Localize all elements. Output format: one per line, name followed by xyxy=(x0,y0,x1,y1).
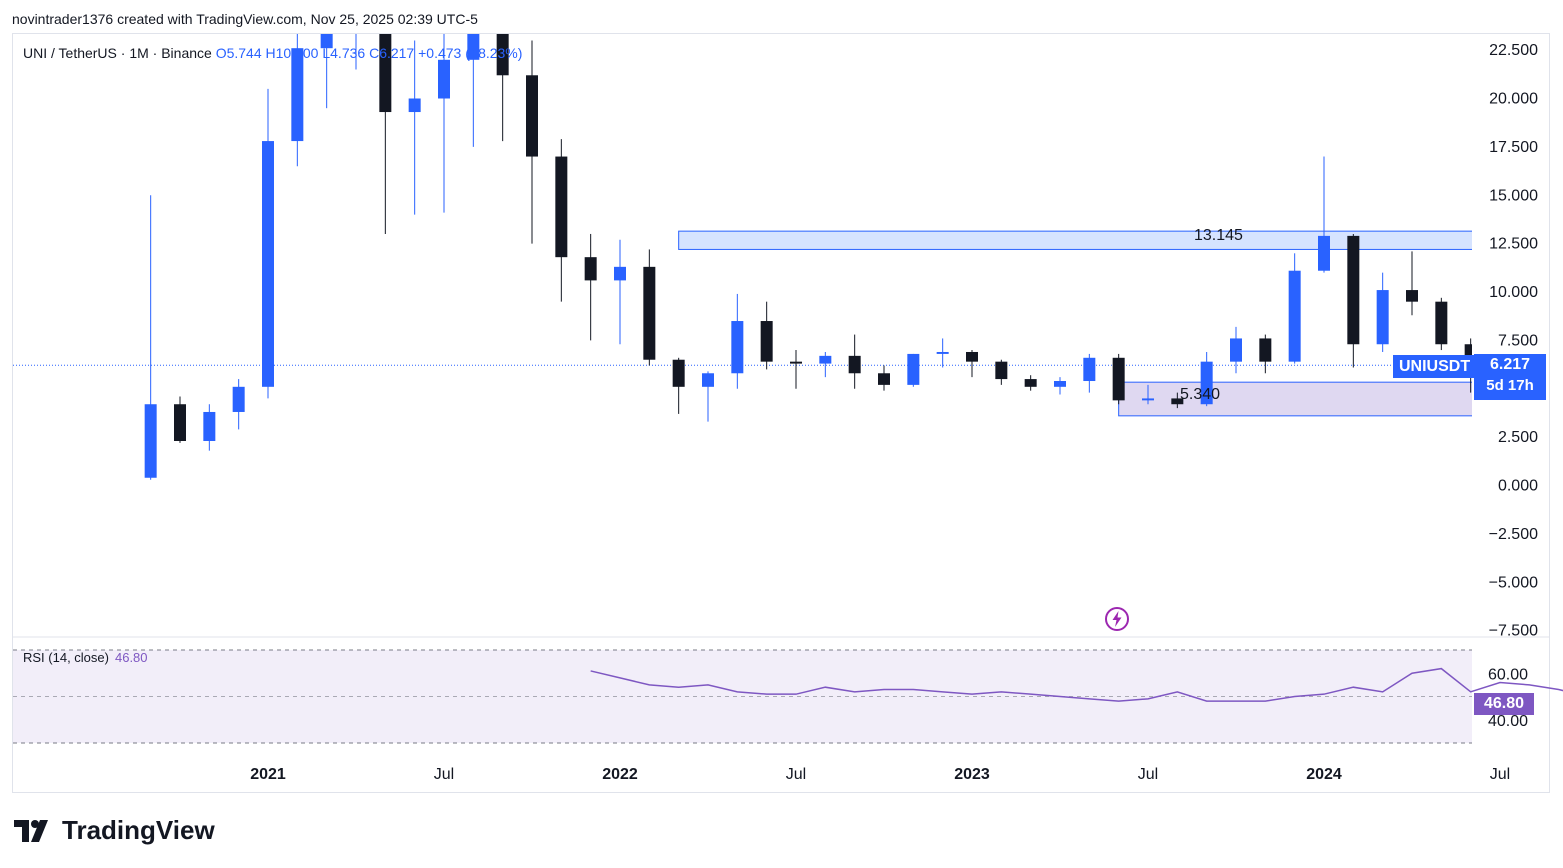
candle-body xyxy=(1406,290,1418,302)
x-tick-label: 2023 xyxy=(954,766,990,783)
candle-body xyxy=(702,373,714,387)
candle-body xyxy=(731,321,744,374)
candle-body xyxy=(1347,235,1360,345)
candle-body xyxy=(1553,238,1563,339)
candle-body xyxy=(936,351,949,354)
candle-body xyxy=(614,266,626,281)
y-tick-label: 22.500 xyxy=(1489,42,1538,59)
upper-zone-label: 13.145 xyxy=(1194,227,1243,244)
symbol-price-tag: UNIUSDT xyxy=(1393,355,1477,378)
candle-body xyxy=(878,373,890,385)
candle-body xyxy=(350,21,362,31)
candle-body xyxy=(320,34,333,49)
rsi-value-box: 46.80 xyxy=(1474,693,1534,715)
candle-body xyxy=(819,355,832,364)
candle-body xyxy=(584,257,597,281)
chart-credit: novintrader1376 created with TradingView… xyxy=(12,11,478,27)
candle-body xyxy=(1435,301,1448,345)
candle-body xyxy=(408,98,421,113)
zone-rect-0 xyxy=(678,230,1472,250)
ohlc-high: H10.300 xyxy=(265,45,319,61)
candle-body xyxy=(1230,338,1242,362)
candle-body xyxy=(174,404,186,441)
y-tick-label: 2.500 xyxy=(1498,429,1538,446)
last-price: 6.217 xyxy=(1489,356,1531,373)
x-tick-label: 2021 xyxy=(250,766,286,783)
y-tick-label: 0.000 xyxy=(1498,478,1538,495)
y-tick-label: 10.000 xyxy=(1489,284,1538,301)
tradingview-wordmark: TradingView xyxy=(62,815,215,845)
y-tick-label: −5.000 xyxy=(1489,574,1538,591)
tradingview-logo-icon xyxy=(14,819,48,842)
lower-zone-label: 5.340 xyxy=(1180,386,1221,403)
candle-body xyxy=(144,404,157,478)
candle-body xyxy=(907,353,920,385)
candle-body xyxy=(438,59,450,99)
candle-body xyxy=(1318,235,1330,271)
candle-body xyxy=(1083,357,1096,382)
y-tick-label: 15.000 xyxy=(1489,187,1538,204)
candle-body xyxy=(262,141,274,387)
rsi-tick-label: 60.00 xyxy=(1488,666,1528,683)
tradingview-logo[interactable]: TradingView xyxy=(14,815,215,846)
price-pane xyxy=(13,21,1563,480)
rsi-line xyxy=(590,667,1563,702)
candle-countdown: 5d 17h xyxy=(1486,377,1534,394)
candle-body xyxy=(760,321,773,362)
candle-body xyxy=(790,361,802,364)
y-tick-label: −2.500 xyxy=(1489,526,1538,543)
candle-body xyxy=(379,34,392,113)
rsi-legend-value: 46.80 xyxy=(114,650,148,665)
candle-body xyxy=(1171,398,1184,405)
candle-body xyxy=(1259,338,1272,362)
x-tick-label: 2022 xyxy=(602,766,638,783)
candle-body xyxy=(1112,357,1125,401)
y-tick-label: −7.500 xyxy=(1489,623,1538,640)
ohlc-close: C6.217 xyxy=(369,45,415,61)
ohlc-change: +0.473 (+8.23%) xyxy=(418,45,523,61)
rsi-label: RSI (14, close) xyxy=(23,650,109,665)
x-tick-label: Jul xyxy=(1138,766,1158,783)
candle-body xyxy=(496,34,509,76)
candle-body xyxy=(966,351,978,362)
lightning-icon[interactable] xyxy=(1104,606,1130,632)
y-tick-label: 12.500 xyxy=(1489,236,1538,253)
y-tick-label: 20.000 xyxy=(1489,91,1538,108)
ohlc-open: O5.744 xyxy=(215,45,262,61)
ohlc-low: L4.736 xyxy=(322,45,366,61)
last-price-box: 6.217 5d 17h xyxy=(1474,354,1546,400)
y-tick-label: 17.500 xyxy=(1489,139,1538,156)
candle-body xyxy=(291,48,304,142)
candle-body xyxy=(467,34,480,60)
candle-body xyxy=(555,156,568,258)
candle-body xyxy=(232,386,245,412)
candle-body xyxy=(203,411,216,441)
candle-body xyxy=(1024,379,1037,387)
symbol-legend: UNI / TetherUS · 1M · Binance O5.744 H10… xyxy=(23,45,522,61)
candle-body xyxy=(643,266,656,360)
candle-body xyxy=(672,359,685,387)
rsi-tick-label: 40.00 xyxy=(1488,713,1528,730)
candle-body xyxy=(1200,361,1213,405)
x-tick-label: Jul xyxy=(1490,766,1510,783)
rsi-legend: RSI (14, close) 46.80 xyxy=(23,650,148,665)
x-tick-label: Jul xyxy=(434,766,454,783)
candle-body xyxy=(995,361,1008,380)
candle-body xyxy=(848,355,861,374)
x-tick-label: Jul xyxy=(786,766,806,783)
candle-body xyxy=(1288,270,1301,362)
candle-body xyxy=(1142,398,1154,401)
candle-body xyxy=(1376,290,1389,345)
symbol-label: UNI / TetherUS · 1M · Binance xyxy=(23,45,212,61)
y-tick-label: 7.500 xyxy=(1498,332,1538,349)
candle-body xyxy=(526,75,538,157)
x-tick-label: 2024 xyxy=(1306,766,1342,783)
chart-frame xyxy=(12,33,1550,793)
candle-body xyxy=(1054,381,1066,387)
